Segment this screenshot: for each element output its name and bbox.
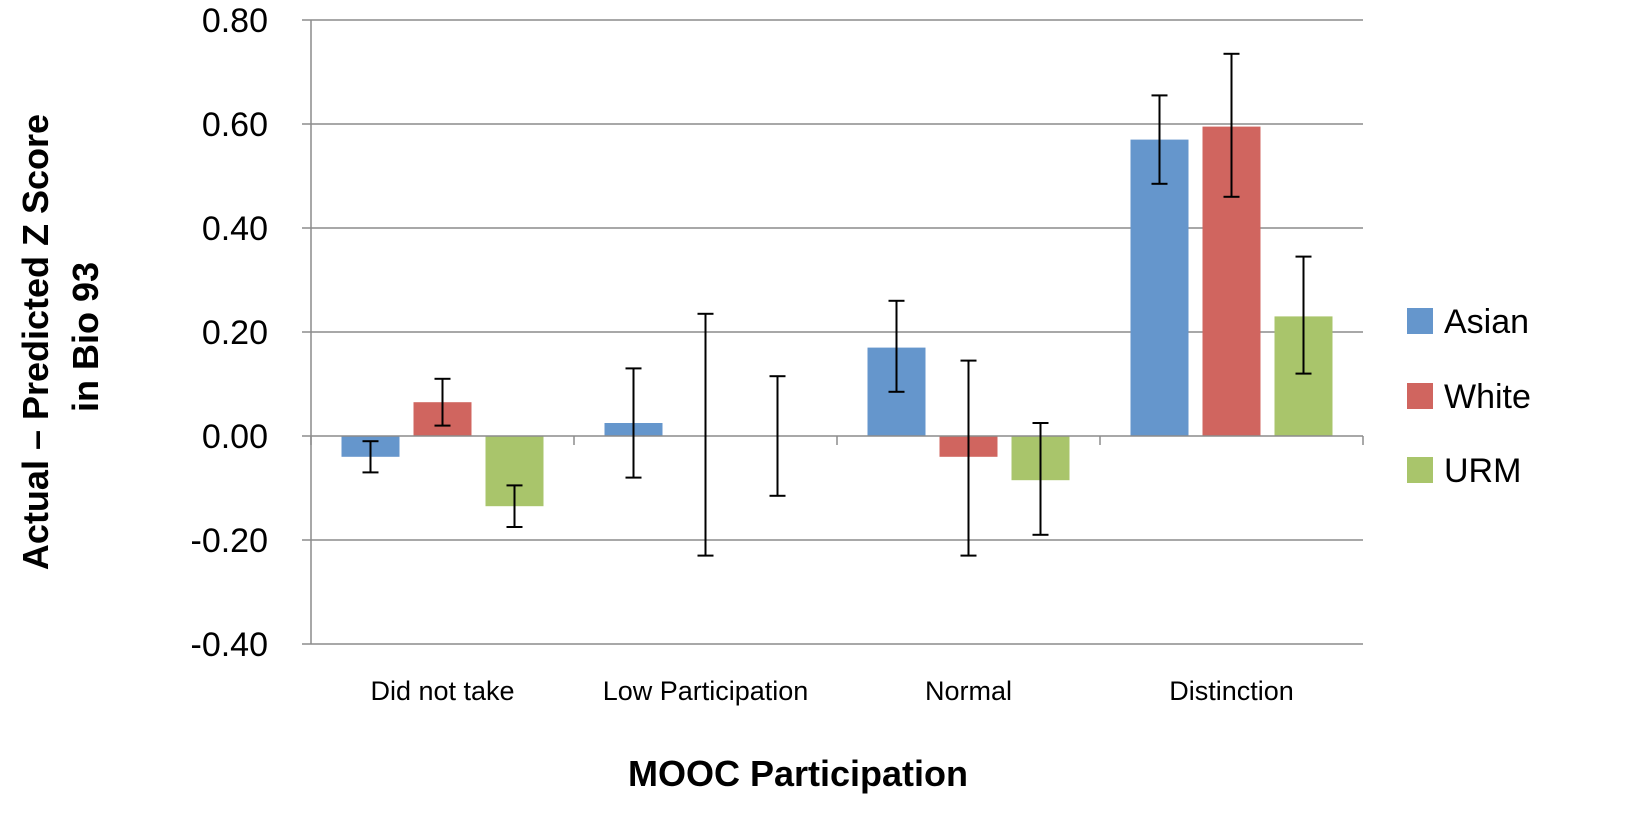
y-tick-label: -0.20 bbox=[191, 522, 269, 560]
tick-labels: -0.40 -0.20 0.00 0.20 0.40 0.60 0.80 bbox=[191, 2, 269, 664]
legend-swatch bbox=[1407, 457, 1433, 483]
error-bars bbox=[362, 52, 1312, 557]
x-tick-label: Distinction bbox=[1169, 676, 1294, 706]
error-bar-asian bbox=[888, 299, 905, 393]
y-axis-title-line-1: Actual – Predicted Z Score bbox=[15, 114, 56, 570]
error-bar-white bbox=[960, 359, 977, 557]
y-tick-label: 0.20 bbox=[202, 314, 268, 352]
error-bar-white bbox=[697, 312, 714, 557]
y-tick-label: 0.40 bbox=[202, 210, 268, 248]
y-tick-label: 0.60 bbox=[202, 106, 268, 144]
gridlines bbox=[311, 19, 1363, 645]
category-labels: Did not take Low Participation Normal Disti… bbox=[370, 676, 1293, 706]
y-axis-title: Actual – Predicted Z Score in Bio 93 bbox=[15, 104, 106, 570]
legend-label: White bbox=[1444, 378, 1531, 416]
error-bar-urm bbox=[769, 375, 786, 497]
y-tick-label: 0.80 bbox=[202, 2, 268, 40]
axes bbox=[302, 19, 1364, 645]
error-bar-urm bbox=[1032, 422, 1049, 536]
error-bar-urm bbox=[506, 484, 523, 528]
legend: Asian White URM bbox=[1407, 303, 1531, 490]
bar-asian bbox=[1130, 139, 1189, 436]
legend-item-asian: Asian bbox=[1407, 303, 1529, 341]
error-bar-asian bbox=[362, 440, 379, 474]
bars bbox=[341, 126, 1333, 507]
x-tick-label: Low Participation bbox=[603, 676, 809, 706]
x-axis-title: MOOC Participation bbox=[628, 753, 968, 794]
error-bar-asian bbox=[1151, 94, 1168, 185]
error-bar-asian bbox=[625, 367, 642, 479]
legend-item-urm: URM bbox=[1407, 452, 1521, 490]
y-tick-label: -0.40 bbox=[191, 626, 269, 664]
x-tick-label: Did not take bbox=[370, 676, 514, 706]
x-tick-label: Normal bbox=[925, 676, 1012, 706]
error-bar-white bbox=[1223, 52, 1240, 198]
error-bar-urm bbox=[1295, 255, 1312, 375]
legend-swatch bbox=[1407, 308, 1433, 334]
y-tick-label: 0.00 bbox=[202, 418, 268, 456]
legend-swatch bbox=[1407, 383, 1433, 409]
y-axis-title-line-2: in Bio 93 bbox=[65, 262, 106, 412]
legend-label: Asian bbox=[1444, 303, 1529, 341]
legend-item-white: White bbox=[1407, 378, 1531, 416]
legend-label: URM bbox=[1444, 452, 1521, 490]
error-bar-white bbox=[434, 377, 451, 427]
